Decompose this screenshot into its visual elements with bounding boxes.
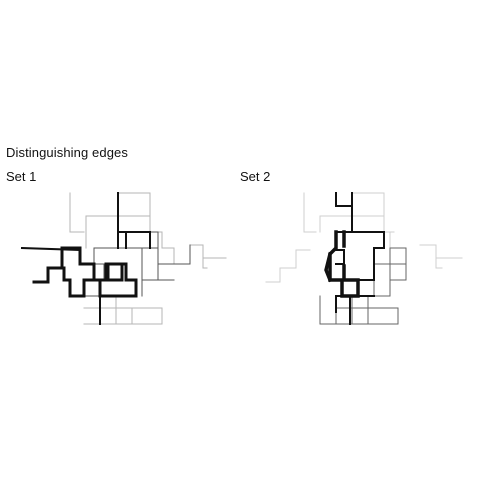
set-2-strong-edges bbox=[335, 192, 385, 325]
set-2-mid-edge bbox=[335, 295, 399, 325]
set-1-mid-edge bbox=[149, 231, 159, 249]
set-1-faint-edge bbox=[189, 244, 227, 259]
set-1-faint-edge bbox=[83, 307, 163, 325]
set-1-strong-edge bbox=[117, 192, 151, 249]
set-1-boldest-edges bbox=[32, 246, 138, 298]
set-1-faint-edge bbox=[69, 192, 85, 233]
set-2-faint-edge bbox=[419, 244, 463, 259]
set-2-boldest-edge bbox=[328, 230, 360, 298]
set-2-faint-edge bbox=[303, 192, 317, 233]
set-2-boldest-edge bbox=[324, 251, 333, 283]
set-2-strong-edge bbox=[335, 231, 385, 249]
set-1-faint-edge bbox=[202, 257, 208, 269]
set-1-strong-edges bbox=[20, 192, 151, 325]
set-1-boldest-edge bbox=[32, 246, 138, 298]
set-1-strong-edge bbox=[20, 246, 81, 265]
set-1-label: Set 1 bbox=[6, 169, 37, 184]
set-2-boldest-edges bbox=[324, 230, 360, 298]
set-1-svg bbox=[20, 192, 227, 325]
set-2-faint-edge bbox=[383, 215, 395, 233]
set-2-faint-edges bbox=[265, 192, 463, 283]
set-2-svg bbox=[265, 192, 463, 325]
set-1-mid-edge bbox=[157, 244, 191, 265]
set-2-label: Set 2 bbox=[240, 169, 271, 184]
set-2-edge-diagram bbox=[240, 188, 466, 328]
set-2-faint-edge bbox=[435, 257, 443, 269]
set-1-mid-edge bbox=[93, 247, 105, 265]
set-1-boldest-edge bbox=[106, 262, 124, 282]
figure-title: Distinguishing edges bbox=[6, 145, 128, 160]
set-2-mid-edges bbox=[319, 247, 407, 325]
set-1-faint-edges bbox=[69, 192, 227, 325]
set-2-strong-edge bbox=[357, 247, 375, 297]
set-1-faint-edge bbox=[149, 215, 175, 265]
set-2-strong-edge bbox=[335, 249, 345, 265]
set-2-mid-edge bbox=[319, 295, 337, 325]
set-1-edge-diagram bbox=[4, 188, 230, 328]
set-2-faint-edge bbox=[265, 249, 311, 283]
